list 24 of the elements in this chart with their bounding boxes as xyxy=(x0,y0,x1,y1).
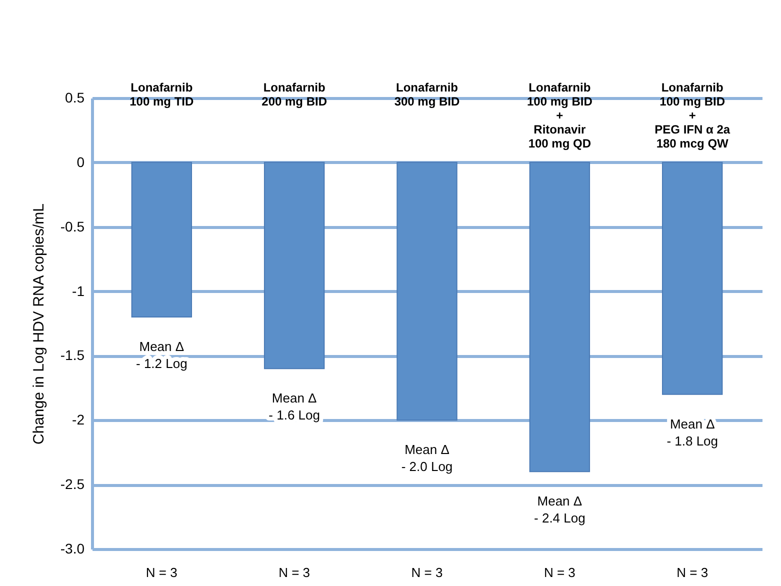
y-tick-label: 0 xyxy=(76,154,85,170)
text: N = 3 xyxy=(146,565,178,580)
x-tick-label: Lonafarnib 100 mg BID + Ritonavir 100 mg QD xyxy=(526,80,593,150)
text: N = 3 xyxy=(278,565,310,580)
data-label: Mean Δ - 2.4 Log xyxy=(534,494,586,526)
y-tick-label: 0.5 xyxy=(65,90,85,106)
y-tick-label: -0.5 xyxy=(60,218,85,234)
x-tick-label: Lonafarnib 200 mg BID xyxy=(262,80,328,108)
y-tick-label: -1 xyxy=(72,282,85,299)
text: N = 3 xyxy=(411,565,443,580)
y-tick-label: -1.5 xyxy=(60,347,85,364)
x-tick-label: Lonafarnib 100 mg BID + PEG IFN α 2a 180 mcg QW xyxy=(654,80,730,150)
y-tick-label: -2 xyxy=(72,412,85,428)
x-tick-label: Lonafarnib 100 mg TID xyxy=(130,80,194,108)
text: N = 3 xyxy=(544,565,576,580)
data-label: Mean Δ - 2.0 Log xyxy=(401,442,453,474)
text: N = 3 xyxy=(676,565,708,580)
y-tick-label: -2.5 xyxy=(60,476,85,492)
y-tick-label: -3.0 xyxy=(60,540,85,556)
x-tick-label: Lonafarnib 300 mg BID xyxy=(394,80,460,108)
data-label: Mean Δ - 1.8 Log xyxy=(666,416,718,448)
data-label: Mean Δ - 1.6 Log xyxy=(268,390,320,423)
data-label: Mean Δ - 1.2 Log xyxy=(136,339,188,372)
y-axis-title: Change in Log HDV RNA copies/mL xyxy=(30,204,48,444)
